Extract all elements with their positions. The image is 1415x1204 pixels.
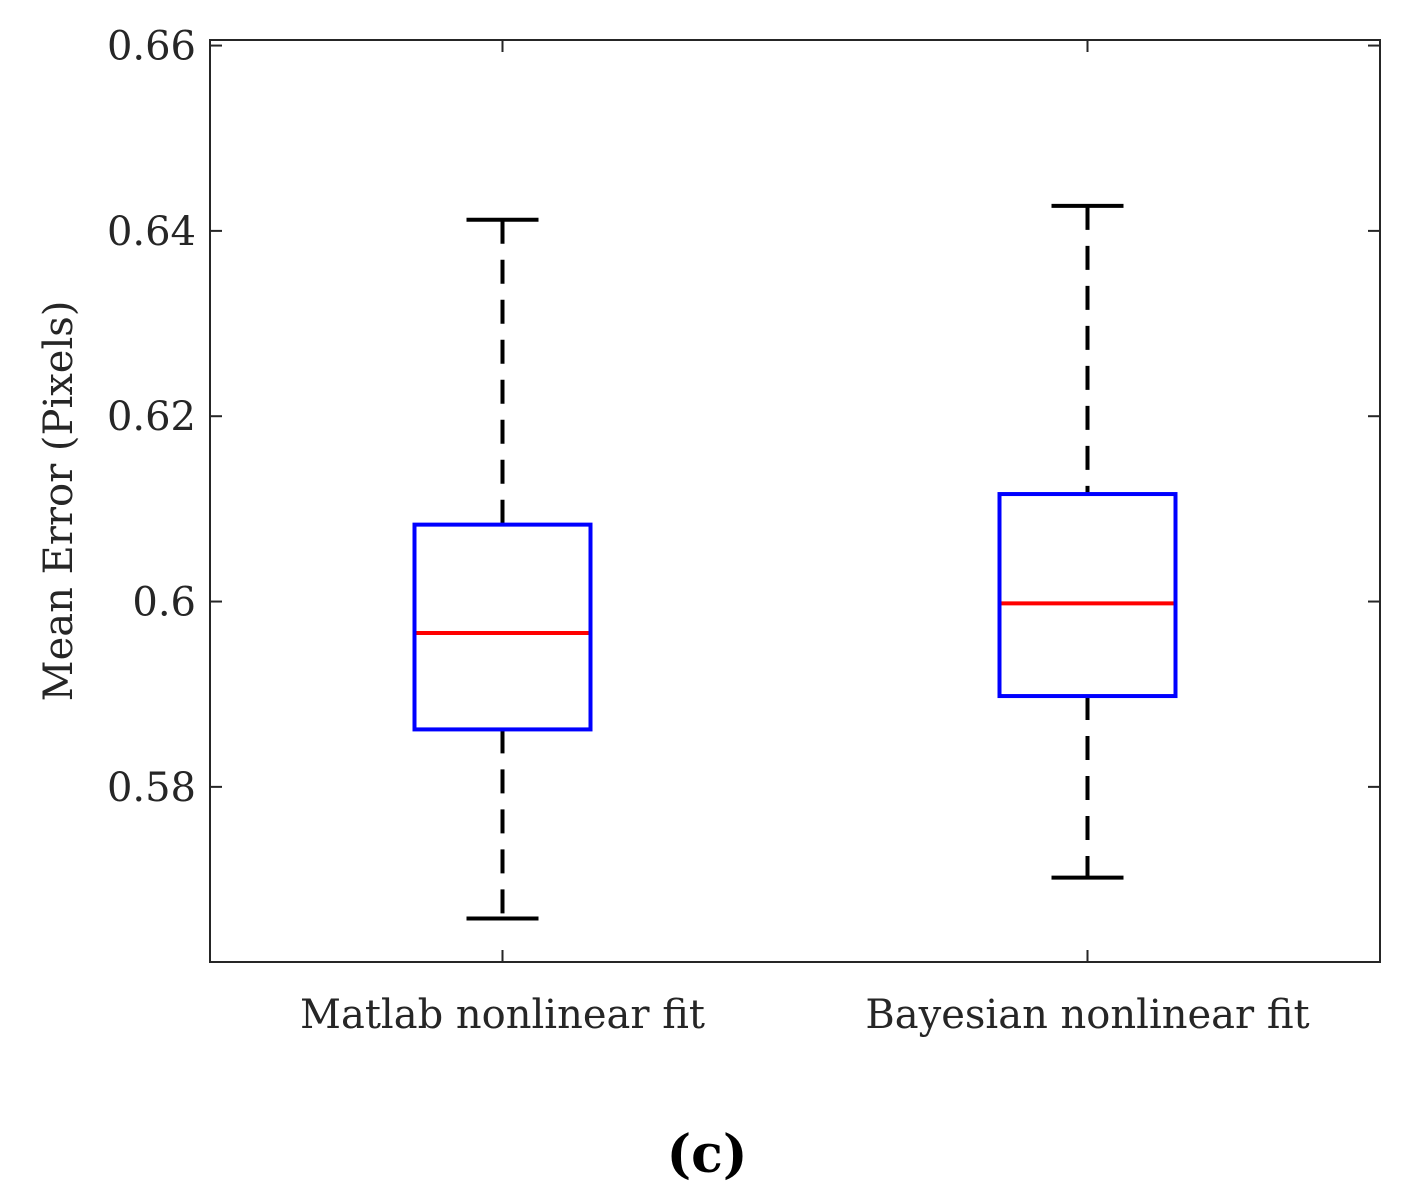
- x-axis-tick-labels: Matlab nonlinear fit Bayesian nonlinear f…: [300, 40, 1310, 1038]
- y-tick-label: 0.58: [107, 765, 196, 811]
- y-tick-label: 0.62: [107, 394, 196, 440]
- iqr-box: [997, 492, 1178, 699]
- box-group: [997, 203, 1178, 880]
- panel-label: (c): [667, 1124, 748, 1185]
- box-group: [412, 217, 593, 921]
- y-axis-ticks: 0.58 0.6 0.62 0.64 0.66: [107, 24, 1380, 811]
- box-series: [412, 203, 1178, 921]
- iqr-box: [412, 522, 593, 732]
- y-tick-label: 0.6: [132, 580, 196, 626]
- y-tick-label: 0.66: [107, 24, 196, 70]
- plot-area: [209, 39, 1381, 963]
- x-tick-label: Matlab nonlinear fit: [300, 992, 705, 1038]
- y-tick-label: 0.64: [107, 209, 196, 255]
- x-tick-label: Bayesian nonlinear fit: [865, 992, 1309, 1038]
- y-axis-label: Mean Error (Pixels): [36, 301, 82, 702]
